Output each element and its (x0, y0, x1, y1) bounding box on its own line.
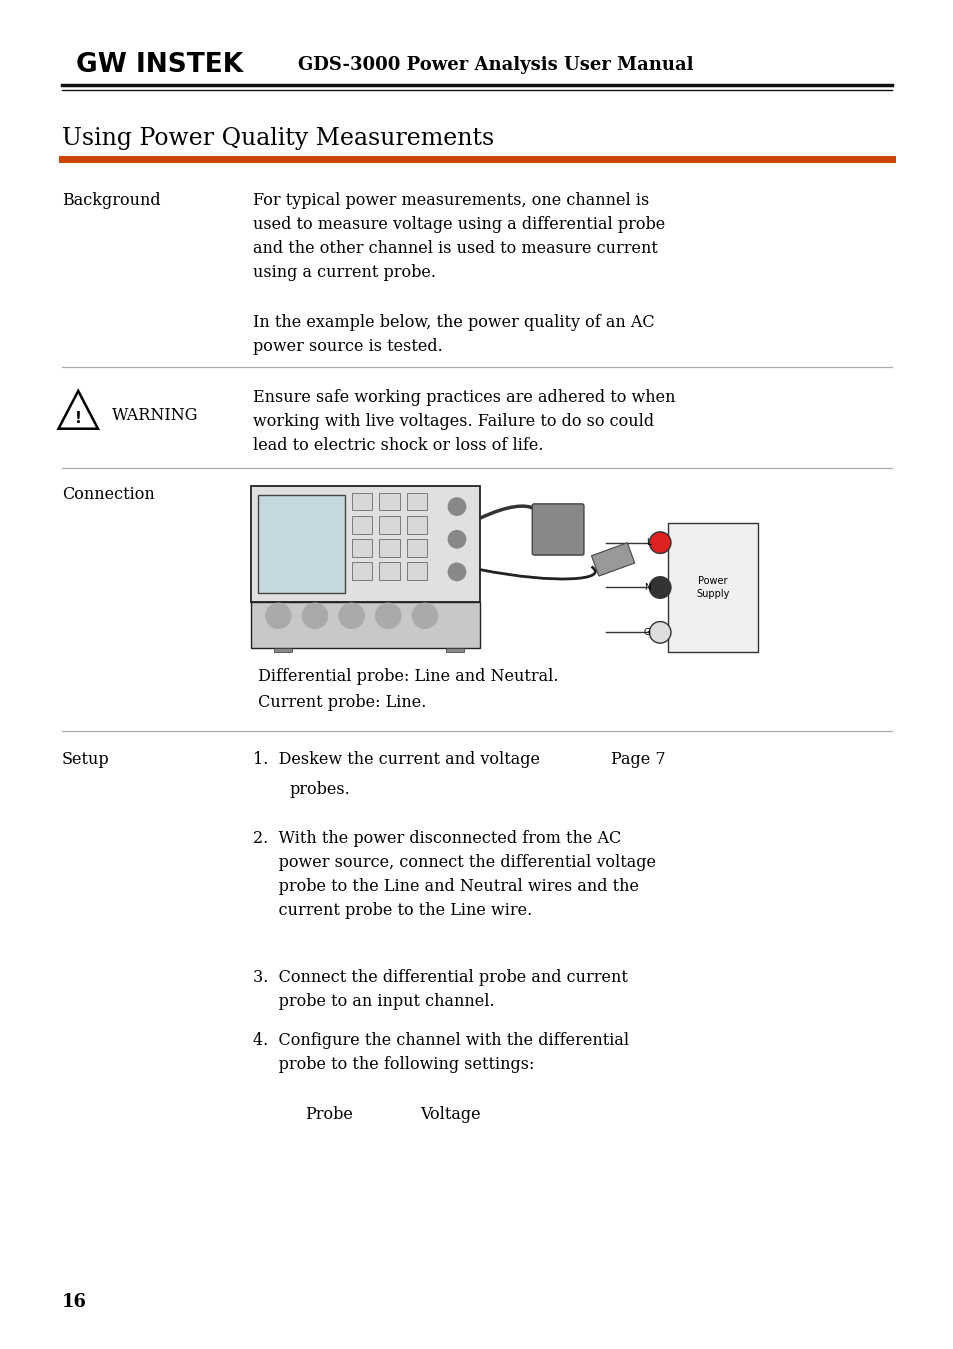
Circle shape (338, 603, 364, 629)
Bar (406, 538, 427, 557)
Text: Setup: Setup (62, 751, 110, 769)
Text: 16: 16 (62, 1292, 87, 1311)
Text: Background: Background (62, 192, 160, 209)
Circle shape (448, 563, 465, 580)
Bar (352, 492, 372, 510)
Circle shape (412, 603, 437, 629)
Text: Probe: Probe (305, 1106, 353, 1124)
Circle shape (375, 603, 400, 629)
Circle shape (265, 603, 291, 629)
Text: GDS-3000 Power Analysis User Manual: GDS-3000 Power Analysis User Manual (298, 55, 693, 74)
Circle shape (649, 532, 670, 553)
Text: N: N (643, 583, 650, 592)
Circle shape (649, 577, 670, 599)
Text: In the example below, the power quality of an AC
power source is tested.: In the example below, the power quality … (253, 314, 654, 356)
Bar (406, 492, 427, 510)
Text: Power
Supply: Power Supply (696, 576, 729, 599)
Text: G: G (643, 627, 650, 637)
Text: Ensure safe working practices are adhered to when
working with live voltages. Fa: Ensure safe working practices are adhere… (253, 389, 675, 453)
Bar (352, 563, 372, 580)
Text: GW INSTEK: GW INSTEK (76, 51, 243, 78)
Text: !: ! (74, 410, 82, 426)
Text: Using Power Quality Measurements: Using Power Quality Measurements (62, 127, 494, 150)
Bar (257, 495, 344, 592)
Text: 2.  With the power disconnected from the AC
     power source, connect the diffe: 2. With the power disconnected from the … (253, 830, 655, 919)
Text: 1.  Deskew the current and voltage: 1. Deskew the current and voltage (253, 751, 539, 769)
Bar (352, 515, 372, 534)
Text: L: L (645, 538, 650, 548)
Bar (251, 486, 479, 602)
Circle shape (448, 498, 465, 515)
Text: Connection: Connection (62, 486, 154, 503)
Bar (378, 538, 399, 557)
Bar (667, 523, 758, 652)
Text: 3.  Connect the differential probe and current
     probe to an input channel.: 3. Connect the differential probe and cu… (253, 969, 627, 1010)
Text: Voltage: Voltage (419, 1106, 480, 1124)
Bar (406, 563, 427, 580)
Circle shape (649, 622, 670, 643)
Text: For typical power measurements, one channel is
used to measure voltage using a d: For typical power measurements, one chan… (253, 192, 664, 281)
Circle shape (448, 530, 465, 548)
Bar (406, 515, 427, 534)
Bar (591, 542, 634, 576)
Circle shape (302, 603, 328, 629)
Text: Differential probe: Line and Neutral.
 Current probe: Line.: Differential probe: Line and Neutral. Cu… (253, 668, 558, 711)
Text: WARNING: WARNING (112, 407, 198, 424)
Text: 4.  Configure the channel with the differential
     probe to the following sett: 4. Configure the channel with the differ… (253, 1032, 628, 1074)
Bar (378, 515, 399, 534)
Bar (251, 602, 479, 648)
Text: Page 7: Page 7 (610, 751, 664, 769)
Bar (352, 538, 372, 557)
Bar (274, 648, 292, 653)
Bar (378, 492, 399, 510)
Bar (445, 648, 463, 653)
FancyBboxPatch shape (532, 505, 583, 554)
Text: probes.: probes. (289, 781, 350, 799)
Bar (378, 563, 399, 580)
